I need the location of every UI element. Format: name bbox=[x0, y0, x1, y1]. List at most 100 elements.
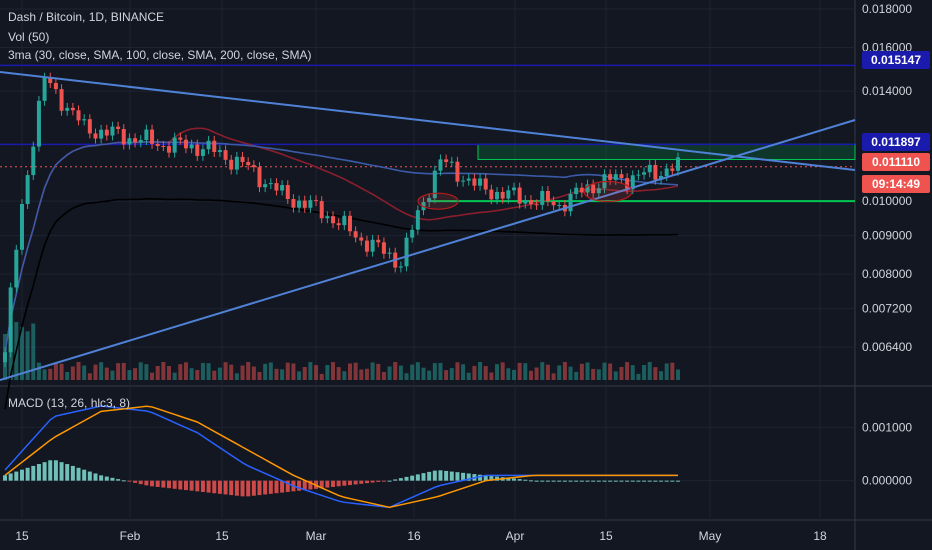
candle-body bbox=[212, 140, 217, 153]
volume-bar bbox=[506, 368, 511, 380]
candle-body bbox=[619, 174, 624, 179]
macd-histogram-bar bbox=[642, 480, 647, 482]
volume-bar bbox=[65, 372, 70, 380]
highlight-ellipse bbox=[417, 192, 459, 210]
macd-histogram-bar bbox=[297, 480, 302, 491]
volume-bar bbox=[133, 368, 138, 380]
volume-bar bbox=[116, 363, 121, 380]
macd-histogram-bar bbox=[8, 473, 13, 481]
macd-histogram-bar bbox=[653, 480, 658, 482]
macd-histogram-bar bbox=[200, 480, 205, 492]
candle-body bbox=[291, 199, 296, 208]
macd-histogram-bar bbox=[647, 480, 652, 482]
candle-body bbox=[167, 146, 172, 153]
volume-bar bbox=[591, 368, 596, 380]
volume-bar bbox=[625, 362, 630, 380]
volume-bar bbox=[404, 373, 409, 380]
candle-body bbox=[223, 150, 228, 160]
macd-histogram-bar bbox=[449, 471, 454, 481]
macd-histogram-bar bbox=[99, 475, 104, 481]
candle-body bbox=[116, 126, 121, 130]
macd-histogram-bar bbox=[342, 480, 347, 486]
candle-body bbox=[495, 191, 500, 200]
y-tick-label: 0.018000 bbox=[862, 2, 912, 16]
volume-bar bbox=[557, 365, 562, 380]
volume-bar bbox=[251, 366, 256, 380]
macd-histogram-bar bbox=[331, 480, 336, 487]
macd-histogram-bar bbox=[59, 462, 64, 481]
macd-histogram-bar bbox=[438, 470, 443, 481]
candle-body bbox=[432, 170, 437, 199]
candle-body bbox=[500, 191, 505, 199]
y-tick-label: 0.010000 bbox=[862, 194, 912, 208]
x-tick-label: May bbox=[699, 529, 722, 543]
macd-histogram-bar bbox=[613, 480, 618, 482]
ascending-trendline bbox=[0, 119, 856, 381]
volume-bar bbox=[376, 363, 381, 380]
candle-body bbox=[506, 190, 511, 199]
candle-body bbox=[387, 252, 392, 254]
x-tick-label: Apr bbox=[506, 529, 525, 543]
candle-body bbox=[59, 89, 64, 111]
last-price-tag: 0.011110 bbox=[862, 153, 930, 171]
candle-body bbox=[48, 77, 53, 84]
candle-body bbox=[517, 187, 522, 204]
macd-histogram-bar bbox=[36, 464, 41, 481]
volume-bar bbox=[545, 364, 550, 380]
macd-histogram-bar bbox=[172, 480, 177, 489]
candle-body bbox=[87, 119, 92, 134]
volume-bar bbox=[144, 364, 149, 380]
volume-bar bbox=[48, 368, 53, 380]
candle-body bbox=[336, 223, 341, 226]
macd-histogram-bar bbox=[53, 460, 58, 481]
macd-histogram-bar bbox=[178, 480, 183, 490]
volume-bar bbox=[104, 367, 109, 380]
volume-bar bbox=[676, 369, 680, 380]
volume-bar bbox=[246, 362, 251, 380]
macd-histogram-bar bbox=[670, 480, 675, 482]
macd-histogram-bar bbox=[625, 480, 630, 482]
volume-bar bbox=[353, 362, 358, 380]
volume-bar bbox=[393, 362, 398, 380]
volume-bar bbox=[398, 365, 403, 380]
candle-body bbox=[511, 187, 516, 191]
macd-histogram-bar bbox=[246, 480, 251, 497]
candle-body bbox=[415, 210, 420, 230]
volume-bar bbox=[647, 362, 652, 380]
volume-bar bbox=[427, 370, 432, 380]
macd-histogram-bar bbox=[183, 480, 188, 491]
candle-body bbox=[82, 119, 87, 121]
candle-body bbox=[155, 143, 160, 146]
candle-body bbox=[325, 216, 330, 219]
candle-body bbox=[472, 178, 477, 186]
macd-histogram-bar bbox=[432, 470, 437, 481]
countdown-tag: 09:14:49 bbox=[862, 175, 930, 193]
macd-y-tick-label: 0.001000 bbox=[862, 420, 912, 434]
candle-body bbox=[31, 146, 36, 176]
candle-body bbox=[404, 237, 409, 267]
volume-bar bbox=[297, 371, 302, 380]
volume-bar bbox=[42, 369, 47, 380]
macd-histogram-bar bbox=[387, 480, 392, 482]
volume-bar bbox=[347, 363, 352, 380]
candle-body bbox=[297, 200, 302, 208]
candle-body bbox=[398, 266, 403, 268]
macd-histogram-bar bbox=[127, 480, 132, 482]
macd-histogram-bar bbox=[455, 472, 460, 481]
candle-body bbox=[596, 188, 601, 194]
candle-body bbox=[19, 203, 24, 250]
macd-histogram-bar bbox=[495, 476, 500, 481]
macd-histogram-bar bbox=[410, 475, 415, 481]
volume-bar bbox=[212, 370, 217, 380]
volume-bar bbox=[410, 364, 415, 380]
candle-body bbox=[353, 231, 358, 238]
macd-histogram-bar bbox=[336, 480, 341, 487]
candle-body bbox=[70, 107, 75, 111]
candle-body bbox=[579, 187, 584, 193]
macd-histogram-bar bbox=[596, 480, 601, 482]
volume-bar bbox=[93, 364, 98, 380]
volume-bar bbox=[240, 365, 245, 380]
candle-body bbox=[381, 242, 386, 254]
upper-line-tag: 0.015147 bbox=[862, 51, 930, 69]
candle-body bbox=[444, 159, 449, 162]
